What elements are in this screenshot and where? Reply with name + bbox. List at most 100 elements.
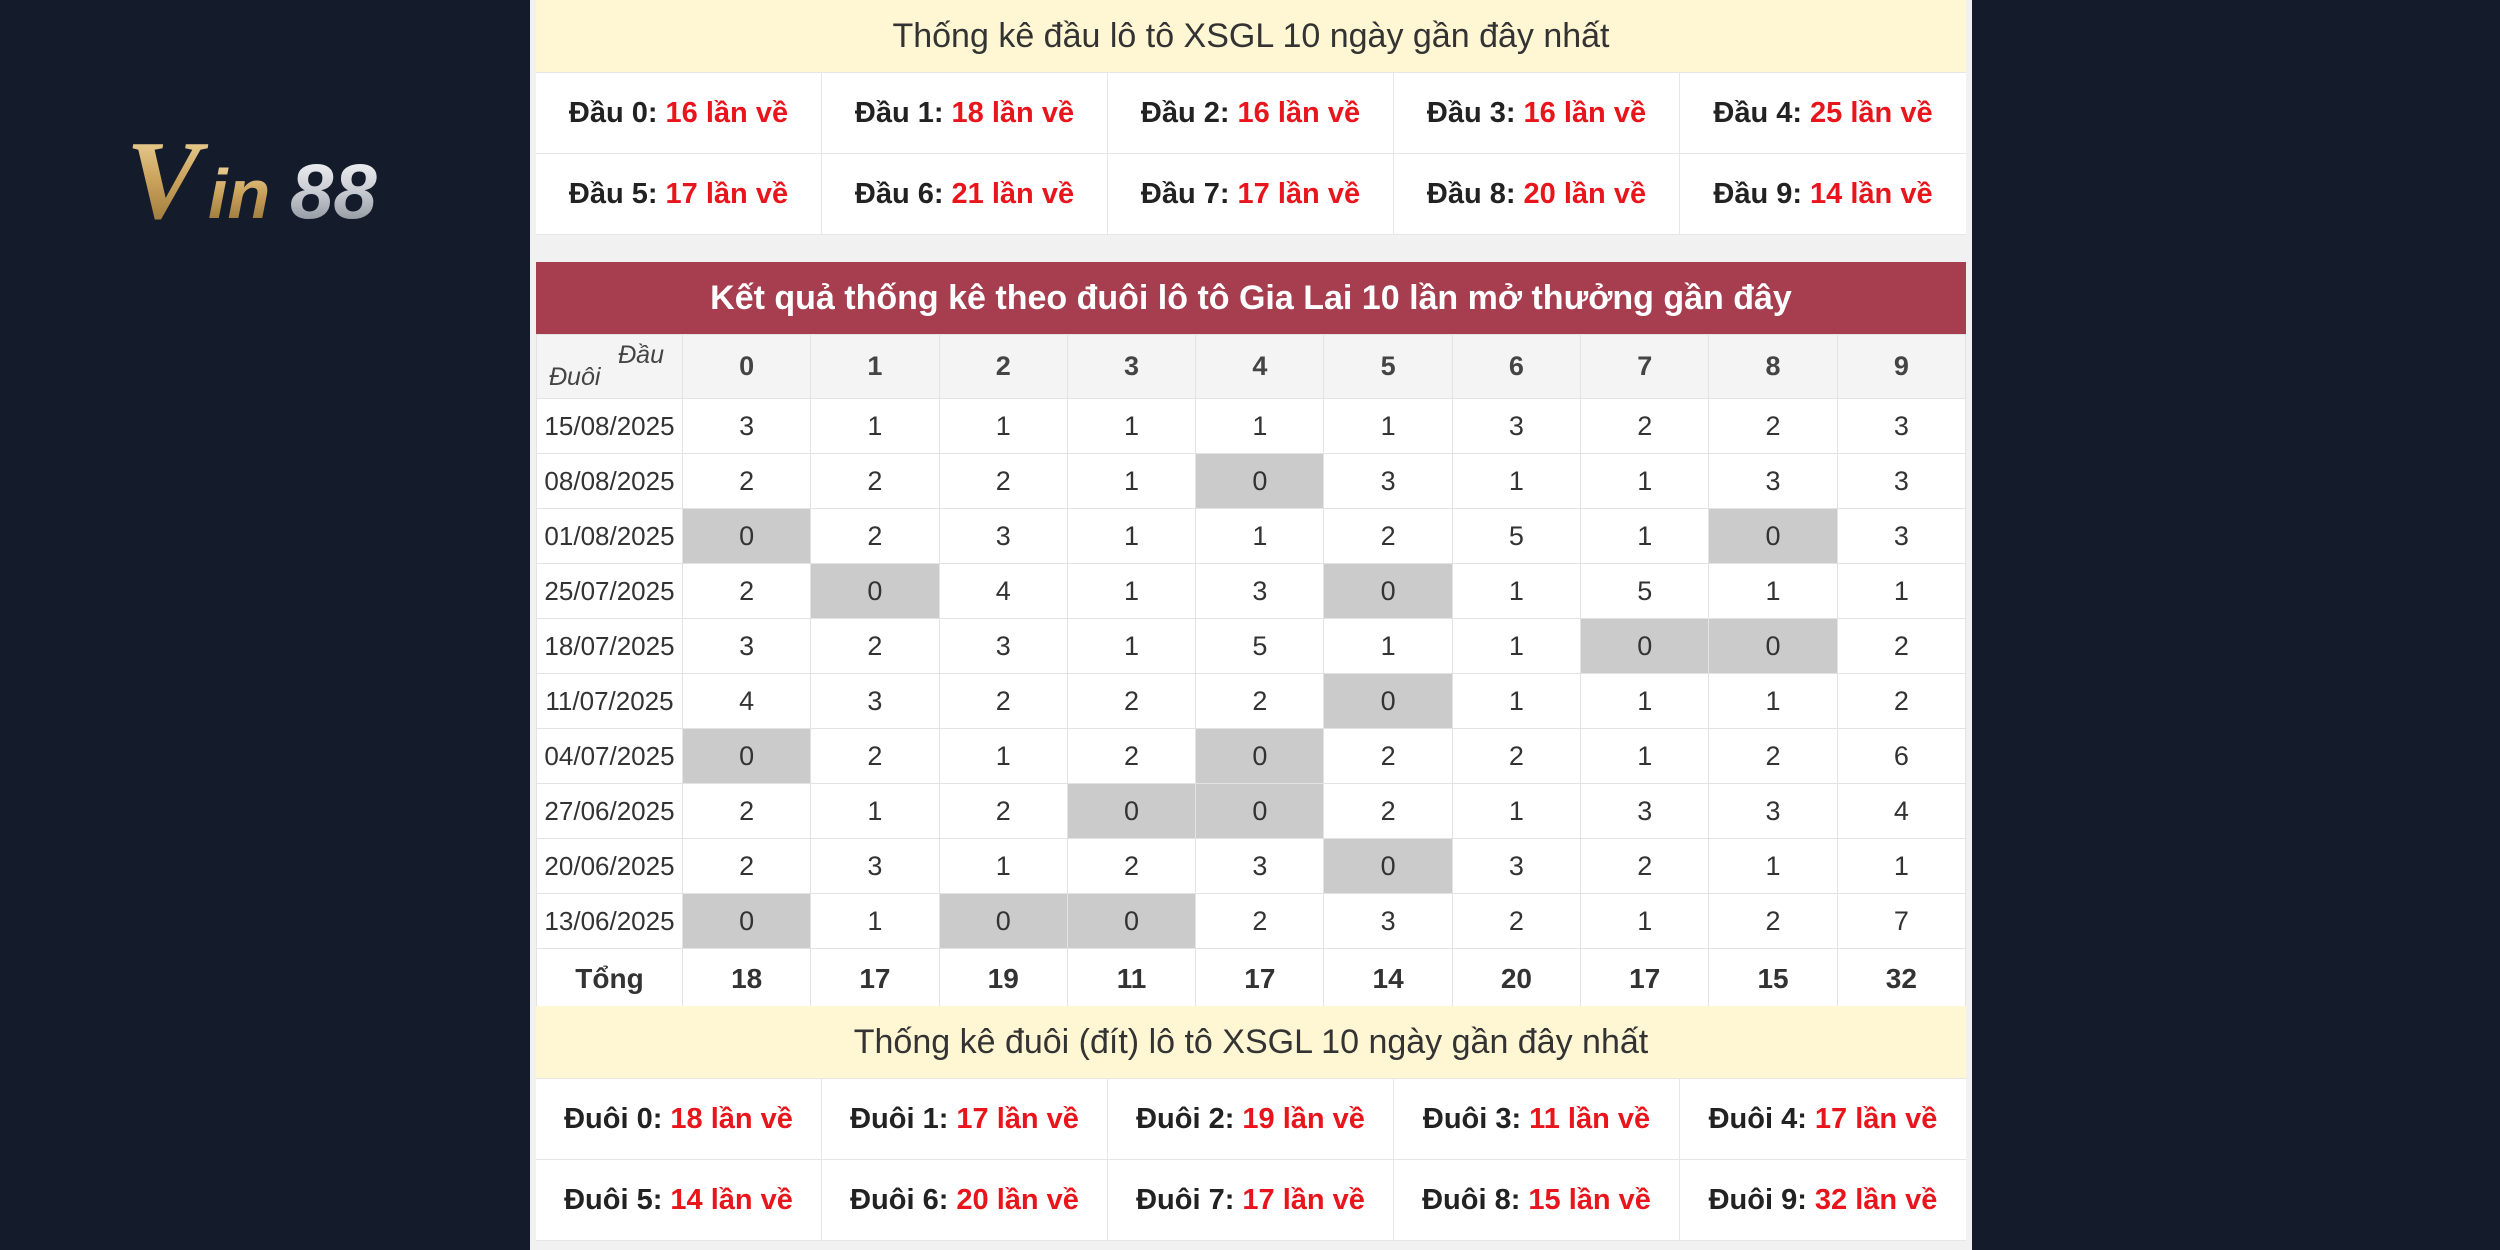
count-cell: 1 xyxy=(1451,453,1582,509)
count-cell: 1 xyxy=(1066,453,1197,509)
head-stats-grid: Đầu 0: 16 lần về Đầu 1: 18 lần về Đầu 2: 16 l… xyxy=(536,72,1966,235)
logo-88-glyph: 88 xyxy=(290,147,377,235)
vin88-logo: V in 88 xyxy=(126,119,377,238)
column-header-3: 3 xyxy=(1066,334,1197,399)
count-cell: 2 xyxy=(1323,728,1453,784)
total-cell: 19 xyxy=(938,948,1068,1010)
total-cell: 15 xyxy=(1708,948,1838,1010)
count-cell: 0 xyxy=(1708,508,1838,564)
total-label: Tổng xyxy=(536,948,683,1010)
tail-stat-label: Đuôi 3: xyxy=(1422,1102,1522,1135)
count-cell: 1 xyxy=(938,728,1068,784)
total-cell: 11 xyxy=(1066,948,1197,1010)
count-cell: 2 xyxy=(681,838,812,894)
count-cell: 4 xyxy=(938,563,1068,619)
count-cell: 1 xyxy=(1451,783,1582,839)
count-cell: 3 xyxy=(1836,398,1967,454)
tail-stat-8: Đuôi 8: 15 lần về xyxy=(1394,1160,1680,1241)
head-stat-4: Đầu 4: 25 lần về xyxy=(1680,73,1966,154)
count-cell: 4 xyxy=(681,673,812,729)
tail-stat-label: Đuôi 9: xyxy=(1708,1183,1807,1216)
count-cell: 0 xyxy=(1195,728,1325,784)
count-cell: 0 xyxy=(1323,563,1453,619)
count-cell: 1 xyxy=(1580,453,1710,509)
count-cell: 2 xyxy=(1195,893,1325,949)
count-cell: 1 xyxy=(1580,728,1710,784)
count-cell: 2 xyxy=(1708,728,1838,784)
count-cell: 1 xyxy=(1066,618,1197,674)
count-cell: 1 xyxy=(1195,508,1325,564)
head-stat-value: 17 lần về xyxy=(665,177,789,210)
row-date: 18/07/2025 xyxy=(536,618,683,674)
count-cell: 5 xyxy=(1580,563,1710,619)
total-cell: 17 xyxy=(810,948,940,1010)
table-row: 25/07/2025 2 0 4 1 3 0 1 5 1 1 xyxy=(536,563,1967,619)
count-cell: 0 xyxy=(1066,783,1197,839)
count-cell: 7 xyxy=(1836,893,1967,949)
tail-stat-value: 17 lần về xyxy=(1242,1183,1365,1216)
column-header-9: 9 xyxy=(1836,334,1967,399)
column-header-5: 5 xyxy=(1323,334,1453,399)
table-row: 08/08/2025 2 2 2 1 0 3 1 1 3 3 xyxy=(536,453,1967,509)
count-cell: 2 xyxy=(1323,508,1453,564)
count-cell: 1 xyxy=(1066,508,1197,564)
row-date: 20/06/2025 xyxy=(536,838,683,894)
count-cell: 3 xyxy=(1708,783,1838,839)
column-header-0: 0 xyxy=(681,334,812,399)
head-stat-label: Đầu 3: xyxy=(1426,96,1516,129)
count-cell: 2 xyxy=(810,728,940,784)
corner-bottom-label: Đuôi xyxy=(549,363,601,391)
row-date: 15/08/2025 xyxy=(536,398,683,454)
count-cell: 1 xyxy=(1451,618,1582,674)
row-date: 11/07/2025 xyxy=(536,673,683,729)
tail-stat-value: 15 lần về xyxy=(1528,1183,1651,1216)
lottery-stats-panel: Thống kê đầu lô tô XSGL 10 ngày gần đây … xyxy=(530,0,1972,1250)
count-cell: 2 xyxy=(938,673,1068,729)
head-stats-title: Thống kê đầu lô tô XSGL 10 ngày gần đây … xyxy=(536,0,1966,72)
count-cell: 1 xyxy=(1066,563,1197,619)
tail-stat-7: Đuôi 7: 17 lần về xyxy=(1108,1160,1394,1241)
tail-stat-value: 17 lần về xyxy=(1814,1102,1938,1135)
count-cell: 3 xyxy=(1451,398,1582,454)
row-date: 27/06/2025 xyxy=(536,783,683,839)
head-stat-value: 16 lần về xyxy=(665,96,789,129)
tail-stat-label: Đuôi 4: xyxy=(1708,1102,1807,1135)
column-header-8: 8 xyxy=(1708,334,1838,399)
tail-stat-3: Đuôi 3: 11 lần về xyxy=(1394,1079,1680,1160)
table-row: 13/06/2025 0 1 0 0 2 3 2 1 2 7 xyxy=(536,893,1967,949)
row-date: 01/08/2025 xyxy=(536,508,683,564)
count-cell: 1 xyxy=(1580,673,1710,729)
table-title: Kết quả thống kê theo đuôi lô tô Gia Lai… xyxy=(536,262,1966,334)
tail-stat-label: Đuôi 6: xyxy=(850,1183,949,1216)
tail-stat-9: Đuôi 9: 32 lần về xyxy=(1680,1160,1966,1241)
count-cell: 5 xyxy=(1195,618,1325,674)
count-cell: 1 xyxy=(1580,508,1710,564)
corner-top-label: Đầu xyxy=(618,341,664,369)
count-cell: 2 xyxy=(1066,838,1197,894)
tail-stat-0: Đuôi 0: 18 lần về xyxy=(536,1079,822,1160)
count-cell: 3 xyxy=(681,618,812,674)
count-cell: 1 xyxy=(1066,398,1197,454)
head-stat-label: Đầu 8: xyxy=(1426,177,1516,210)
count-cell: 3 xyxy=(1708,453,1838,509)
tail-stat-label: Đuôi 1: xyxy=(850,1102,949,1135)
count-cell: 1 xyxy=(1451,563,1582,619)
count-cell: 1 xyxy=(810,783,940,839)
total-cell: 17 xyxy=(1195,948,1325,1010)
head-stats-section: Thống kê đầu lô tô XSGL 10 ngày gần đây … xyxy=(536,0,1966,235)
column-header-6: 6 xyxy=(1451,334,1582,399)
count-cell: 1 xyxy=(810,893,940,949)
count-cell: 3 xyxy=(681,398,812,454)
tail-stat-label: Đuôi 5: xyxy=(564,1183,663,1216)
count-cell: 1 xyxy=(1323,398,1453,454)
tail-stat-value: 17 lần về xyxy=(956,1102,1079,1135)
count-cell: 3 xyxy=(810,838,940,894)
count-cell: 0 xyxy=(1323,673,1453,729)
tail-stat-value: 32 lần về xyxy=(1814,1183,1938,1216)
tail-stat-label: Đuôi 8: xyxy=(1422,1183,1521,1216)
head-stat-label: Đầu 6: xyxy=(854,177,944,210)
count-cell: 2 xyxy=(1451,728,1582,784)
table-row: 20/06/2025 2 3 1 2 3 0 3 2 1 1 xyxy=(536,838,1967,894)
total-cell: 17 xyxy=(1580,948,1710,1010)
